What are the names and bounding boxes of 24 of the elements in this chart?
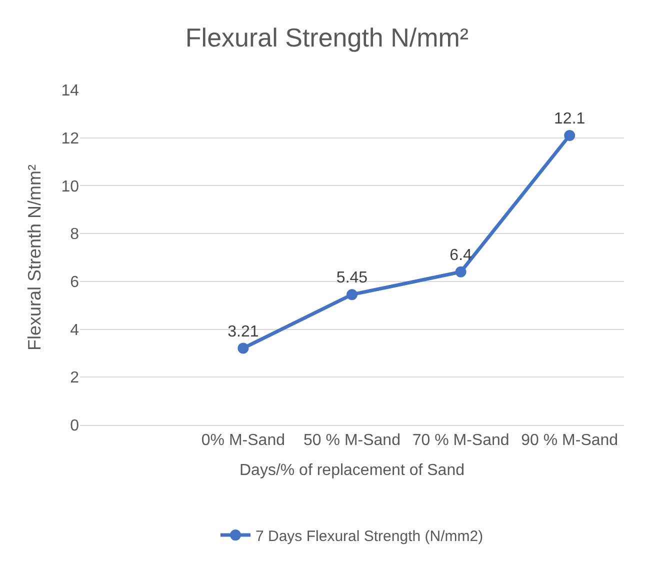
data-label: 12.1 (554, 110, 586, 128)
legend-label: 7 Days Flexural Strength (N/mm2) (256, 528, 484, 545)
point (346, 289, 358, 300)
data-label: 5.45 (336, 270, 368, 287)
y-axis-title: Flexural Strenth N/mm² (24, 164, 44, 351)
y-tick-label: 8 (70, 226, 80, 244)
x-tick-label: 70 % M-Sand (412, 432, 510, 450)
y-tick-label: 0 (70, 418, 80, 435)
x-tick-label: 0% M-Sand (201, 432, 285, 450)
data-label: 6.4 (450, 246, 472, 264)
x-tick-label: 90 % M-Sand (521, 432, 618, 450)
point (564, 130, 576, 141)
chart-title: Flexural Strength N/mm² (185, 22, 469, 52)
y-tick-label: 12 (61, 130, 80, 148)
point (455, 266, 466, 278)
data-label: 3.21 (228, 323, 259, 340)
y-tick-label: 2 (70, 370, 80, 387)
y-tick-label: 10 (61, 178, 80, 196)
x-tick-label: 50 % M-Sand (304, 432, 400, 450)
x-axis-title: Days/% of replacement of Sand (239, 462, 465, 479)
y-tick-label: 4 (70, 322, 80, 339)
y-tick-label: 14 (61, 82, 80, 100)
point (238, 342, 249, 354)
y-tick-label: 6 (70, 274, 80, 292)
